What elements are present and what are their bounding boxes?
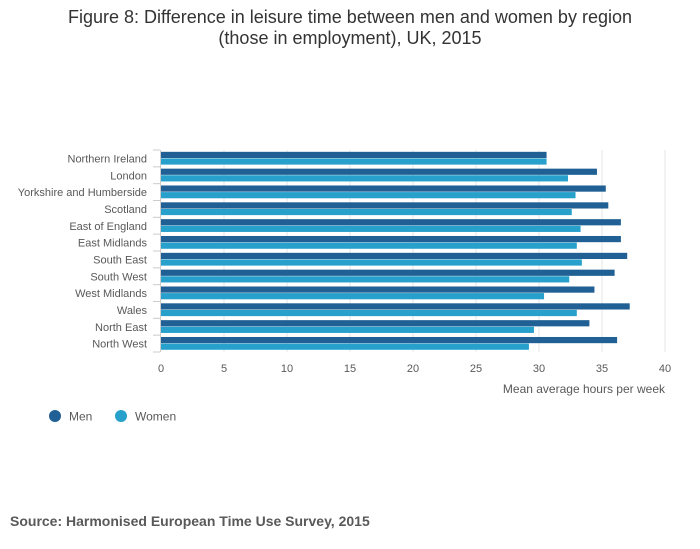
category-label: South West: [90, 271, 147, 283]
legend-label: Women: [135, 410, 176, 424]
category-label: South East: [93, 254, 147, 266]
bar-women: [161, 192, 576, 199]
bar-women: [161, 242, 577, 249]
category-label: Northern Ireland: [68, 153, 148, 165]
bar-men: [161, 202, 609, 209]
x-tick-label: 15: [344, 363, 356, 375]
bar-women: [161, 225, 581, 232]
x-tick-label: 25: [470, 363, 482, 375]
axes: [153, 149, 161, 353]
x-tick-label: 5: [221, 363, 227, 375]
bar-women: [161, 158, 547, 165]
bar-men: [161, 168, 597, 175]
bar-men: [161, 286, 595, 293]
category-label: West Midlands: [75, 288, 147, 300]
category-label: London: [110, 170, 147, 182]
bar-men: [161, 219, 621, 226]
x-axis-title: Mean average hours per week: [503, 382, 666, 396]
bar-women: [161, 309, 577, 317]
bars: [161, 151, 630, 350]
category-label: North West: [92, 339, 147, 351]
x-tick-label: 40: [659, 363, 671, 375]
bar-women: [161, 326, 534, 333]
category-label: North East: [95, 322, 147, 334]
x-tick-label: 20: [407, 363, 419, 375]
category-label: East Midlands: [78, 238, 148, 250]
bar-men: [161, 235, 621, 243]
legend-item-men[interactable]: Men: [49, 410, 92, 424]
bar-women: [161, 293, 545, 300]
labels: Northern Ireland London Yorkshire and Humb…: [18, 153, 671, 396]
gridlines: [223, 150, 666, 352]
bar-men: [161, 336, 618, 344]
category-label: Wales: [117, 305, 148, 317]
category-label: East of England: [69, 221, 147, 233]
x-tick-label: 0: [158, 363, 164, 375]
legend-marker: [49, 410, 61, 422]
bar-women: [161, 276, 570, 283]
legend-item-women[interactable]: Women: [115, 410, 176, 424]
chart-title: Figure 8: Difference in leisure time bet…: [0, 7, 700, 49]
legend[interactable]: Men Women: [49, 410, 176, 424]
bar-men: [161, 185, 606, 192]
source-note: Source: Harmonised European Time Use Sur…: [10, 513, 370, 529]
bar-men: [161, 303, 630, 310]
bar-men: [161, 320, 590, 327]
bar-women: [161, 208, 572, 216]
bar-women: [161, 259, 582, 266]
legend-marker: [115, 410, 127, 422]
legend-label: Men: [69, 410, 92, 424]
bar-men: [161, 269, 615, 276]
x-tick-label: 10: [281, 363, 293, 375]
category-label: Yorkshire and Humberside: [18, 187, 147, 199]
chart-title-line-2: (those in employment), UK, 2015: [218, 28, 482, 48]
bar-men: [161, 252, 628, 260]
chart-title-line-1: Figure 8: Difference in leisure time bet…: [68, 7, 632, 27]
bar-men: [161, 151, 547, 159]
category-label: Scotland: [104, 204, 147, 216]
bar-women: [161, 175, 568, 182]
x-tick-label: 35: [596, 363, 608, 375]
bar-women: [161, 343, 529, 350]
x-tick-label: 30: [533, 363, 545, 375]
